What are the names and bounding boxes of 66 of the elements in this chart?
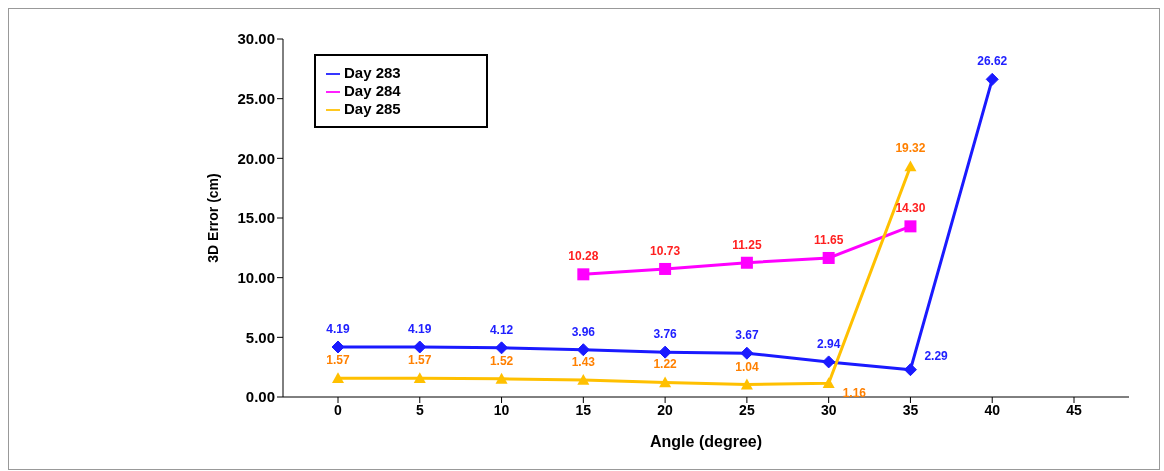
x-tick-label: 45	[1066, 401, 1082, 418]
point	[659, 376, 672, 388]
data-label: 4.12	[489, 322, 514, 337]
point	[577, 268, 590, 281]
point	[822, 377, 835, 388]
point	[904, 220, 917, 233]
data-label: 1.22	[653, 357, 678, 372]
x-tick-label: 5	[415, 401, 424, 418]
data-label: 26.62	[977, 54, 1008, 69]
data-label: 1.57	[408, 353, 432, 368]
x-tick-label: 35	[902, 401, 919, 418]
x-tick-label: 0	[334, 401, 343, 418]
data-label: 3.76	[653, 327, 678, 342]
point	[495, 372, 508, 384]
x-tick-label: 40	[984, 401, 1001, 418]
y-axis-title: 3D Error (cm)	[204, 173, 221, 263]
data-label: 4.19	[326, 322, 350, 336]
y-tick-label: 25.00	[237, 89, 275, 107]
data-label: 19.32	[895, 141, 926, 156]
point	[822, 355, 836, 369]
y-tick-label: 0.00	[245, 388, 275, 406]
data-label: 1.16	[842, 386, 867, 401]
y-tick-label: 5.00	[245, 328, 275, 346]
point	[658, 345, 672, 359]
point	[332, 372, 344, 384]
point	[576, 343, 590, 357]
data-label: 1.52	[489, 353, 514, 368]
point	[903, 363, 917, 377]
x-tick-label: 30	[820, 401, 837, 418]
point	[577, 373, 590, 385]
point	[659, 262, 672, 275]
legend-label: Day 285	[344, 100, 401, 117]
x-tick-label: 10	[493, 401, 510, 418]
data-label: 1.57	[326, 353, 350, 368]
y-tick-label: 15.00	[237, 209, 275, 227]
point	[985, 72, 999, 86]
data-label: 2.94	[816, 336, 841, 351]
point	[740, 346, 754, 360]
data-label: 10.28	[568, 249, 599, 264]
y-tick-label: 30.00	[237, 30, 275, 48]
point	[904, 160, 917, 172]
data-label: 2.29	[924, 348, 949, 363]
data-label: 4.19	[408, 322, 432, 336]
point	[413, 340, 427, 354]
data-label: 10.73	[650, 243, 681, 258]
point	[413, 372, 426, 384]
legend-label: Day 283	[344, 64, 401, 81]
point	[495, 341, 509, 355]
x-tick-label: 15	[575, 401, 592, 418]
x-tick-label: 25	[739, 401, 755, 418]
point	[331, 340, 345, 354]
x-axis-title: Angle (degree)	[649, 433, 763, 450]
legend-label: Day 284	[344, 82, 401, 99]
data-label: 11.25	[732, 237, 762, 252]
data-label: 1.04	[735, 359, 759, 374]
data-label: 11.65	[813, 232, 844, 247]
data-label: 3.67	[735, 328, 759, 343]
data-label: 14.30	[895, 201, 926, 216]
point	[740, 378, 753, 390]
x-tick-label: 20	[657, 401, 674, 418]
point	[822, 251, 835, 264]
data-label: 1.43	[571, 354, 596, 369]
point	[740, 256, 753, 269]
y-tick-label: 10.00	[237, 268, 275, 286]
data-label: 3.96	[571, 324, 596, 339]
y-tick-label: 20.00	[237, 149, 275, 167]
